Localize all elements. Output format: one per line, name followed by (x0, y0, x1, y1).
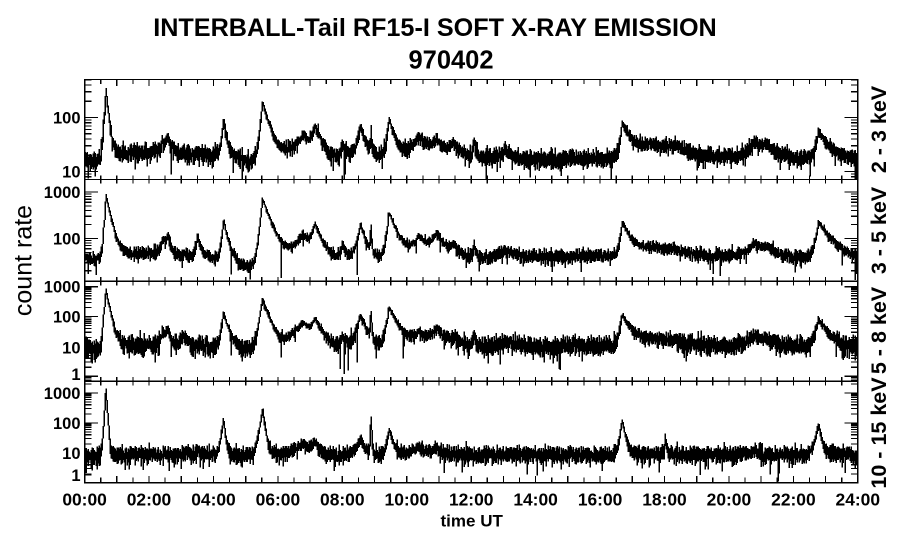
svg-text:1000: 1000 (44, 184, 81, 202)
svg-text:10 - 15 keV: 10 - 15 keV (867, 377, 891, 489)
svg-text:100: 100 (53, 109, 81, 127)
svg-text:10: 10 (62, 445, 80, 463)
svg-text:2 - 3 keV: 2 - 3 keV (867, 85, 891, 173)
svg-text:04:00: 04:00 (191, 490, 235, 510)
svg-text:24:00: 24:00 (836, 490, 880, 510)
svg-text:100: 100 (53, 415, 81, 433)
svg-text:22:00: 22:00 (771, 490, 815, 510)
svg-text:100: 100 (53, 309, 81, 327)
svg-text:time UT: time UT (441, 512, 504, 531)
svg-text:18:00: 18:00 (642, 490, 686, 510)
svg-text:10: 10 (62, 163, 80, 181)
svg-text:20:00: 20:00 (707, 490, 751, 510)
svg-text:16:00: 16:00 (578, 490, 622, 510)
svg-text:1: 1 (71, 366, 80, 384)
svg-text:10:00: 10:00 (385, 490, 429, 510)
svg-text:1: 1 (71, 467, 80, 485)
svg-text:970402: 970402 (408, 47, 493, 75)
svg-text:3 - 5 keV: 3 - 5 keV (867, 186, 891, 274)
svg-text:10: 10 (62, 339, 80, 357)
svg-text:1000: 1000 (44, 385, 81, 403)
svg-text:INTERBALL-Tail RF15-I SOFT X-R: INTERBALL-Tail RF15-I SOFT X-RAY EMISSIO… (153, 14, 717, 42)
svg-text:14:00: 14:00 (513, 490, 557, 510)
svg-text:02:00: 02:00 (127, 490, 171, 510)
svg-text:100: 100 (53, 230, 81, 248)
svg-text:06:00: 06:00 (256, 490, 300, 510)
svg-text:1000: 1000 (44, 279, 81, 297)
svg-text:count rate: count rate (10, 205, 38, 316)
svg-text:08:00: 08:00 (320, 490, 364, 510)
svg-text:12:00: 12:00 (449, 490, 493, 510)
svg-text:00:00: 00:00 (62, 490, 106, 510)
svg-text:5 - 8 keV: 5 - 8 keV (867, 286, 891, 374)
